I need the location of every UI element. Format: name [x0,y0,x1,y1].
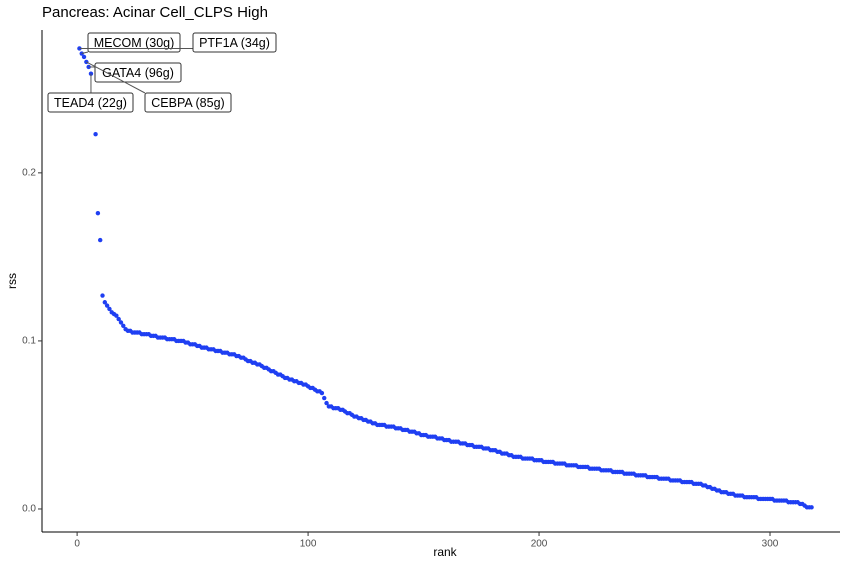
annotation-label: PTF1A (34g) [199,36,270,50]
annotation-connector [81,51,89,55]
point [81,54,87,60]
x-tick-label: 100 [300,539,317,550]
x-axis-title: rank [433,545,457,559]
annotation-box [94,62,182,83]
y-axis-title: rss [5,273,19,289]
x-tick-label: 0 [74,539,80,550]
y-tick-label: 0.2 [22,167,36,178]
annotation-box [87,32,181,53]
annotation-label: TEAD4 (22g) [54,96,127,110]
point [100,293,105,298]
y-tick-label: 0.0 [22,504,36,515]
point [809,505,814,510]
point [121,323,126,328]
annotation-box [47,92,134,113]
point [95,210,101,216]
annotation-label: GATA4 (96g) [102,66,174,80]
x-tick-label: 300 [762,539,779,550]
point [93,131,98,137]
annotation-label: CEBPA (85g) [151,96,224,110]
x-tick-label: 200 [531,539,548,550]
annotation-label: MECOM (30g) [94,36,175,50]
point [319,390,325,396]
point [322,395,327,401]
annotation-connector [86,61,146,94]
annotation-box [144,92,232,113]
point [107,306,112,312]
point [116,316,121,322]
point [98,237,103,243]
point [102,300,108,305]
chart-title: Pancreas: Acinar Cell_CLPS High [42,4,268,21]
point [104,303,110,308]
y-tick-label: 0.1 [22,336,36,347]
annotation-box [192,32,277,53]
point [114,313,119,318]
point [324,400,329,406]
point [118,320,124,325]
